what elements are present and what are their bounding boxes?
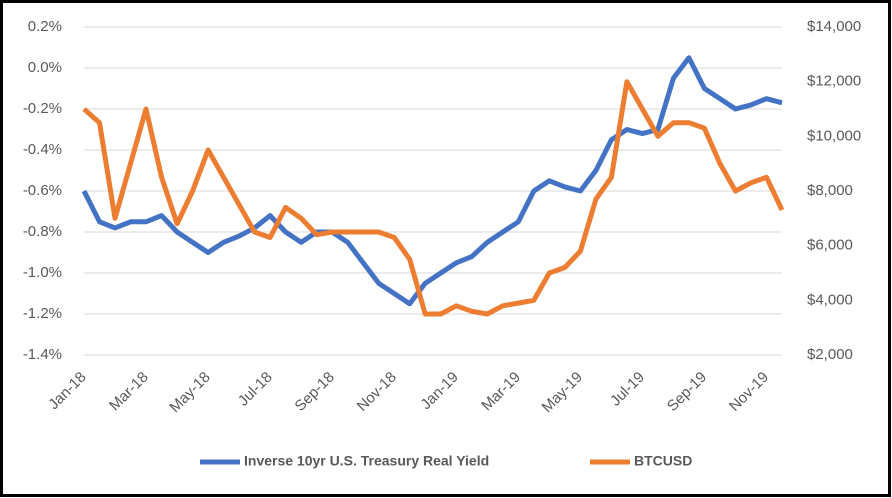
legend-label: BTCUSD — [634, 453, 692, 469]
series-line — [81, 55, 783, 307]
y2-tick-label: $12,000 — [807, 73, 861, 90]
y2-tick-label: $4,000 — [807, 291, 853, 308]
y-tick-label: -0.2% — [23, 100, 62, 117]
legend-label: Inverse 10yr U.S. Treasury Real Yield — [244, 453, 489, 469]
y-tick-label: 0.2% — [28, 18, 62, 35]
y2-tick-label: $2,000 — [807, 346, 853, 363]
y2-tick-label: $14,000 — [807, 18, 861, 35]
y2-tick-label: $6,000 — [807, 237, 853, 254]
y2-tick-label: $10,000 — [807, 127, 861, 144]
y-tick-label: -1.4% — [23, 346, 62, 363]
y2-tick-label: $8,000 — [807, 182, 853, 199]
y-tick-label: -0.6% — [23, 182, 62, 199]
y-tick-label: -1.0% — [23, 264, 62, 281]
y-tick-label: -0.8% — [23, 223, 62, 240]
y-tick-label: -0.4% — [23, 141, 62, 158]
y-tick-label: 0.0% — [28, 59, 62, 76]
y-tick-label: -1.2% — [23, 305, 62, 322]
series-line — [82, 79, 785, 317]
